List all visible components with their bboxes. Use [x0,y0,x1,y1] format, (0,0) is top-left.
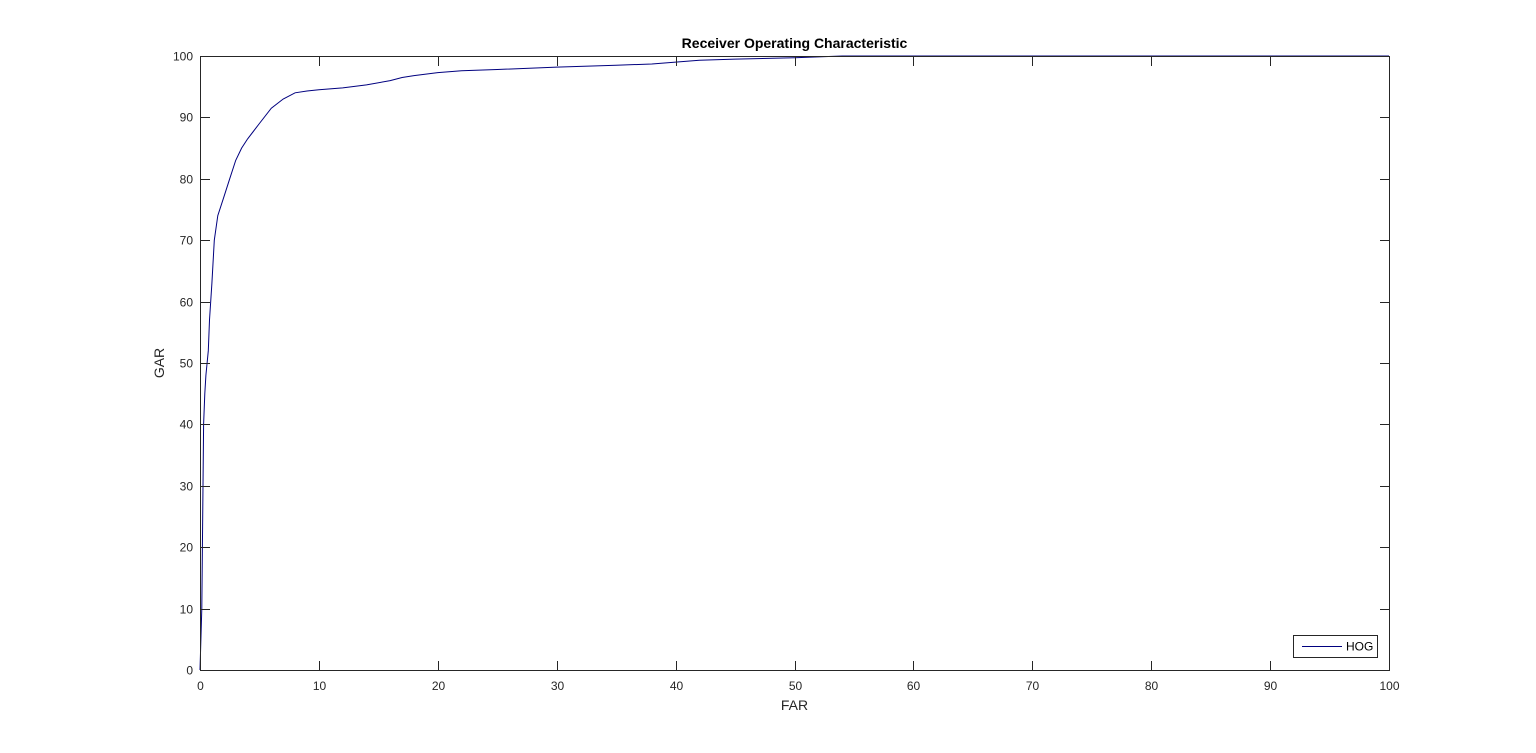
y-tick-label: 10 [180,603,194,617]
x-tick-label: 40 [670,679,684,693]
x-tick-label: 0 [197,679,204,693]
y-tick-label: 0 [186,664,193,678]
y-tick-label: 100 [173,50,193,64]
x-axis: 0 10 20 30 40 50 60 70 80 90 100 [197,56,1400,693]
x-tick-label: 30 [551,679,565,693]
y-axis: 0 10 20 30 40 50 60 70 80 90 100 [173,50,1390,678]
y-tick-label: 90 [180,111,194,125]
x-tick-label: 10 [313,679,327,693]
x-tick-label: 90 [1264,679,1278,693]
y-tick-label: 20 [180,541,194,555]
legend: HOG [1293,635,1378,658]
x-tick-label: 80 [1145,679,1159,693]
x-axis-label: FAR [781,697,808,713]
plot-area [200,56,1389,670]
y-axis-label: GAR [151,348,167,378]
legend-entry-label: HOG [1346,640,1373,654]
chart-title: Receiver Operating Characteristic [682,35,908,51]
x-tick-label: 100 [1379,679,1399,693]
y-tick-label: 70 [180,234,194,248]
y-tick-label: 40 [180,418,194,432]
x-tick-label: 20 [432,679,446,693]
x-tick-label: 50 [789,679,803,693]
series-layer [199,55,1389,671]
y-tick-label: 60 [180,296,194,310]
series-line-hog [199,55,1389,671]
x-tick-label: 70 [1026,679,1040,693]
y-tick-label: 50 [180,357,194,371]
y-tick-label: 30 [180,480,194,494]
y-tick-label: 80 [180,173,194,187]
x-tick-label: 60 [907,679,921,693]
